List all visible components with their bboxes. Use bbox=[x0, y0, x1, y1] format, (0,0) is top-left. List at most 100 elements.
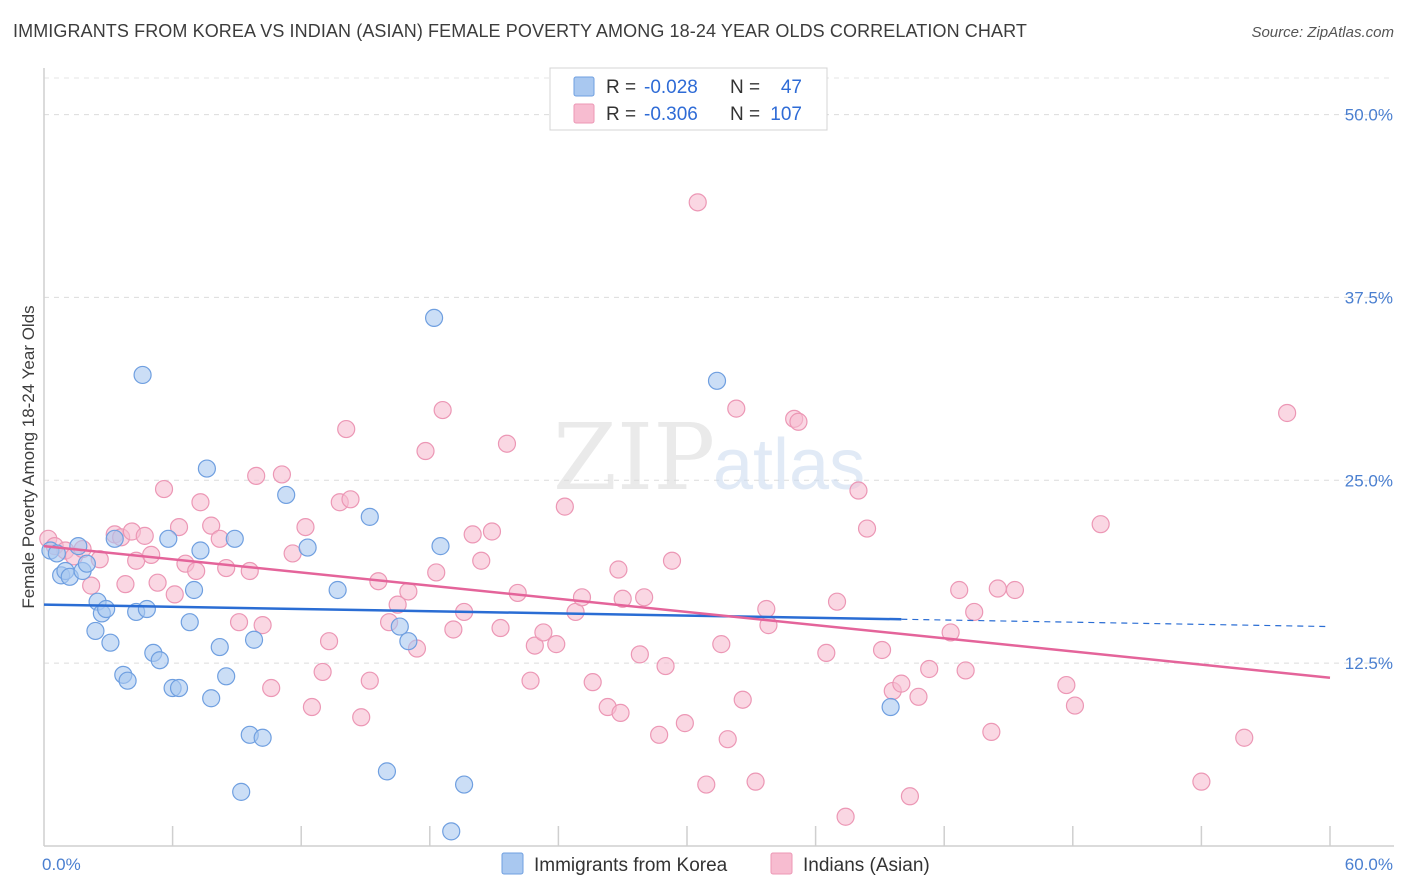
korea-point-41[interactable] bbox=[390, 617, 409, 636]
korea-point-43[interactable] bbox=[424, 308, 444, 328]
indian-point-19[interactable] bbox=[187, 561, 206, 581]
indian-point-87[interactable] bbox=[836, 807, 855, 826]
indian-point-78[interactable] bbox=[727, 399, 746, 418]
indian-point-72[interactable] bbox=[662, 551, 682, 570]
indian-point-15[interactable] bbox=[154, 479, 174, 499]
indian-point-53[interactable] bbox=[491, 618, 510, 638]
indian-point-67[interactable] bbox=[613, 589, 632, 608]
indian-point-21[interactable] bbox=[202, 516, 221, 535]
korea-point-24[interactable] bbox=[180, 613, 199, 632]
indian-point-38[interactable] bbox=[352, 708, 371, 727]
indian-point-51[interactable] bbox=[472, 551, 491, 570]
korea-point-42[interactable] bbox=[399, 632, 418, 651]
korea-point-25[interactable] bbox=[184, 580, 204, 600]
indian-point-63[interactable] bbox=[583, 673, 602, 692]
korea-point-8[interactable] bbox=[86, 621, 105, 641]
indian-point-9[interactable] bbox=[116, 575, 135, 594]
indian-point-17[interactable] bbox=[169, 517, 189, 537]
indian-point-77[interactable] bbox=[718, 730, 737, 749]
korea-point-35[interactable] bbox=[253, 728, 272, 747]
indian-point-106[interactable] bbox=[1235, 728, 1254, 747]
indian-point-85[interactable] bbox=[817, 643, 836, 663]
indian-point-88[interactable] bbox=[849, 481, 868, 500]
indian-point-26[interactable] bbox=[247, 466, 266, 485]
indian-point-50[interactable] bbox=[463, 525, 482, 544]
indian-point-108[interactable] bbox=[956, 661, 975, 680]
korea-point-1[interactable] bbox=[47, 544, 66, 563]
indian-point-99[interactable] bbox=[982, 722, 1001, 741]
indian-point-73[interactable] bbox=[675, 714, 694, 733]
korea-point-12[interactable] bbox=[101, 633, 120, 652]
indian-point-47[interactable] bbox=[433, 400, 452, 420]
indian-point-12[interactable] bbox=[135, 526, 154, 545]
indian-point-100[interactable] bbox=[988, 579, 1007, 598]
indian-point-59[interactable] bbox=[547, 635, 566, 654]
indian-point-13[interactable] bbox=[142, 545, 161, 564]
indian-point-56[interactable] bbox=[521, 671, 540, 690]
korea-point-39[interactable] bbox=[360, 507, 379, 526]
indian-point-29[interactable] bbox=[272, 465, 292, 484]
indian-point-48[interactable] bbox=[444, 620, 463, 639]
korea-point-36[interactable] bbox=[277, 485, 296, 505]
korea-point-23[interactable] bbox=[169, 678, 189, 698]
korea-point-45[interactable] bbox=[442, 822, 461, 841]
indian-point-101[interactable] bbox=[1005, 580, 1025, 600]
korea-point-46[interactable] bbox=[454, 775, 474, 794]
indian-point-39[interactable] bbox=[360, 671, 379, 690]
indian-point-43[interactable] bbox=[399, 582, 418, 601]
indian-point-52[interactable] bbox=[482, 522, 502, 541]
indian-point-62[interactable] bbox=[572, 588, 592, 607]
indian-point-103[interactable] bbox=[1065, 696, 1085, 715]
indian-point-95[interactable] bbox=[920, 659, 939, 679]
indian-point-57[interactable] bbox=[525, 636, 544, 655]
indian-point-66[interactable] bbox=[611, 703, 630, 722]
indian-point-96[interactable] bbox=[941, 623, 960, 642]
korea-point-7[interactable] bbox=[77, 554, 96, 573]
korea-point-30[interactable] bbox=[217, 667, 236, 686]
indian-point-107[interactable] bbox=[1278, 403, 1297, 423]
korea-point-26[interactable] bbox=[191, 541, 210, 560]
indian-point-75[interactable] bbox=[697, 775, 716, 794]
korea-point-27[interactable] bbox=[197, 459, 216, 478]
korea-point-17[interactable] bbox=[133, 365, 152, 385]
korea-point-15[interactable] bbox=[118, 671, 137, 690]
korea-point-44[interactable] bbox=[431, 537, 450, 556]
indian-point-74[interactable] bbox=[688, 193, 707, 212]
korea-point-34[interactable] bbox=[244, 630, 264, 649]
indian-point-31[interactable] bbox=[296, 517, 315, 537]
korea-point-29[interactable] bbox=[210, 637, 229, 657]
korea-point-18[interactable] bbox=[137, 599, 156, 619]
indian-point-54[interactable] bbox=[497, 434, 517, 453]
korea-point-11[interactable] bbox=[97, 599, 116, 619]
indian-point-27[interactable] bbox=[253, 616, 272, 635]
indian-point-46[interactable] bbox=[427, 563, 446, 582]
indian-point-23[interactable] bbox=[217, 558, 236, 578]
indian-point-24[interactable] bbox=[229, 613, 249, 632]
indian-point-70[interactable] bbox=[650, 725, 669, 744]
indian-point-76[interactable] bbox=[712, 635, 731, 654]
indian-point-80[interactable] bbox=[746, 772, 765, 791]
korea-point-20[interactable] bbox=[150, 651, 169, 670]
indian-point-89[interactable] bbox=[857, 519, 877, 538]
indian-point-69[interactable] bbox=[635, 588, 654, 607]
korea-point-21[interactable] bbox=[159, 529, 178, 548]
indian-point-60[interactable] bbox=[555, 497, 574, 516]
indian-point-102[interactable] bbox=[1057, 675, 1076, 695]
indian-point-79[interactable] bbox=[733, 690, 752, 709]
indian-point-5[interactable] bbox=[82, 576, 101, 595]
indian-point-90[interactable] bbox=[872, 640, 892, 660]
indian-point-16[interactable] bbox=[165, 585, 184, 604]
indian-point-58[interactable] bbox=[534, 623, 553, 642]
indian-point-65[interactable] bbox=[609, 560, 628, 579]
indian-point-33[interactable] bbox=[313, 662, 332, 682]
indian-point-81[interactable] bbox=[757, 599, 776, 619]
indian-point-104[interactable] bbox=[1091, 515, 1110, 534]
indian-point-34[interactable] bbox=[319, 632, 339, 651]
korea-point-31[interactable] bbox=[225, 529, 244, 548]
indian-point-98[interactable] bbox=[965, 602, 984, 622]
korea-point-5[interactable] bbox=[69, 537, 88, 556]
indian-point-20[interactable] bbox=[191, 493, 210, 512]
indian-point-105[interactable] bbox=[1192, 772, 1211, 791]
indian-point-25[interactable] bbox=[240, 561, 259, 581]
indian-point-84[interactable] bbox=[789, 412, 808, 431]
